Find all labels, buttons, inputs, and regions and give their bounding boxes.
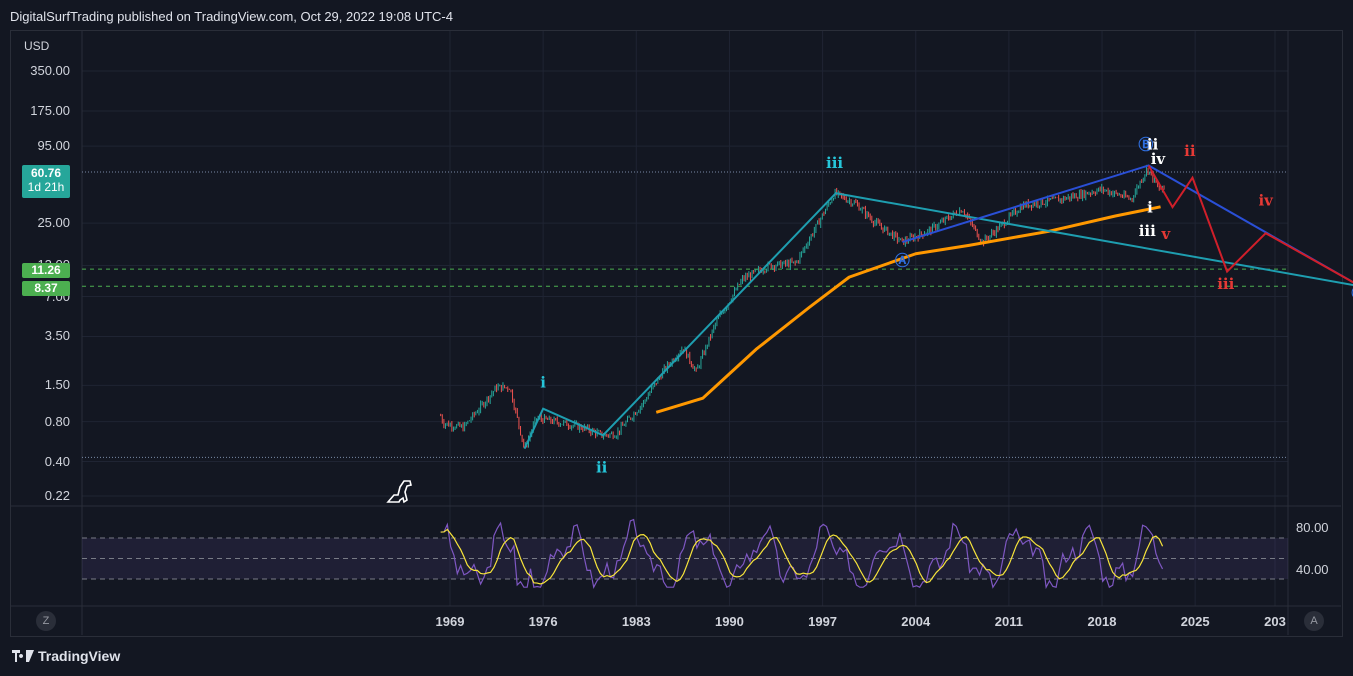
wave-label: iii — [826, 154, 843, 172]
price-tick: 0.80 — [44, 413, 70, 429]
wave-label: iv — [1151, 150, 1167, 168]
zoom-button[interactable]: Z — [36, 611, 56, 631]
wave-label: ii — [1147, 135, 1159, 153]
footer-brand: TradingView — [12, 648, 120, 664]
time-tick: 203 — [1264, 614, 1286, 629]
line-b-badge: 8.37 — [22, 281, 70, 296]
footer-brand-label: TradingView — [38, 648, 121, 664]
price-tick: 1.50 — [44, 377, 70, 393]
price-unit: USD — [24, 39, 50, 53]
price-tick: 350.00 — [30, 63, 70, 78]
rsi-tick-40: 40.00 — [1296, 562, 1329, 577]
tradingview-logo-icon — [12, 650, 34, 662]
wave-label: ii — [596, 459, 608, 477]
time-tick: 2004 — [901, 614, 931, 629]
wave-label: iii — [1217, 275, 1234, 293]
line-a-badge: 11.26 — [22, 263, 70, 278]
chart-panel[interactable] — [10, 30, 1343, 637]
wave-label: Ⓑ — [1138, 135, 1153, 153]
bar-countdown: 1d 21h — [27, 180, 65, 194]
price-tick: 175.00 — [30, 102, 70, 118]
time-tick: 2011 — [994, 614, 1023, 629]
time-tick: 1969 — [435, 614, 465, 629]
rsi-ma-line — [440, 528, 1164, 585]
wave-label: iv — [1258, 191, 1274, 209]
wave-label: iii — [1139, 222, 1156, 240]
time-tick: 1976 — [528, 614, 558, 629]
wave-label: Ⓐ — [895, 251, 910, 269]
last-price-value: 60.76 — [30, 166, 62, 180]
auto-scale-button[interactable]: A — [1304, 611, 1324, 631]
wave-label: v — [1161, 225, 1172, 243]
rsi-line — [440, 518, 1164, 590]
wave-label: i — [1147, 199, 1153, 217]
rsi-tick-80: 80.00 — [1296, 520, 1329, 535]
publish-header: DigitalSurfTrading published on TradingV… — [10, 9, 453, 24]
price-tick: 3.50 — [44, 328, 70, 344]
wave-label: i — [540, 373, 546, 391]
price-tick: 95.00 — [37, 138, 70, 154]
time-tick: 1983 — [621, 614, 651, 629]
last-price-badge: 60.76 1d 21h — [22, 165, 70, 198]
teal-impulse-line — [523, 192, 1353, 450]
time-tick: 2025 — [1180, 614, 1210, 629]
wave-label: ii — [1184, 142, 1196, 160]
time-tick: 2018 — [1087, 614, 1117, 629]
blue-count-line — [902, 164, 1353, 284]
red-projection-line — [1147, 164, 1353, 284]
price-tick: 0.40 — [44, 453, 70, 469]
price-tick: 25.00 — [37, 215, 70, 231]
time-tick: 1997 — [808, 614, 838, 629]
wave-label: Ⓒ — [1351, 284, 1353, 302]
moving-average-line — [655, 205, 1161, 414]
dinosaur-icon — [386, 480, 412, 504]
time-tick: 1990 — [714, 614, 744, 629]
price-tick: 0.22 — [44, 488, 70, 503]
